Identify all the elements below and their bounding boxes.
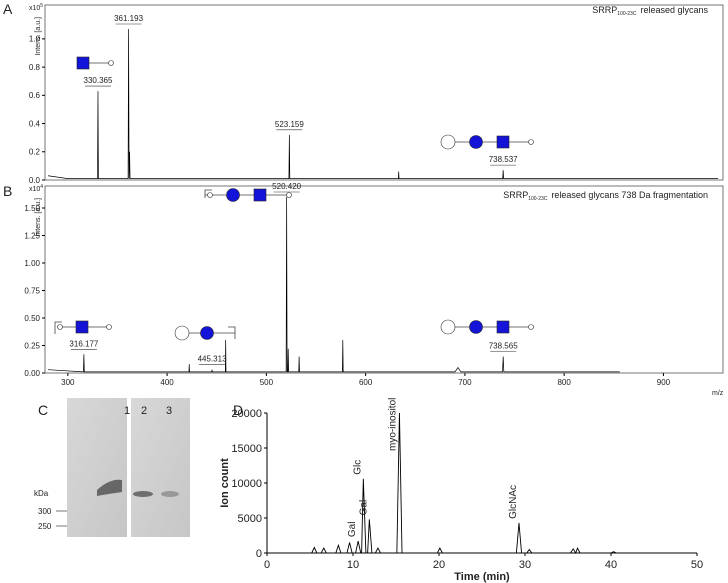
panel-label: B — [3, 183, 12, 199]
y-tick-label: 0.8 — [29, 63, 41, 72]
x-tick-label: 30 — [519, 559, 531, 571]
x-tick-label: 50 — [691, 559, 703, 571]
peak-label: 316.177 — [69, 339, 98, 348]
lane-label: 2 — [141, 405, 147, 417]
unit-label: kDa — [34, 489, 49, 498]
glycan-symbol — [440, 319, 534, 335]
y-tick-label: 1.50 — [24, 204, 40, 213]
y-tick-label: 5000 — [238, 513, 262, 525]
y-tick-label: 0.6 — [29, 91, 41, 100]
x-tick-label: 40 — [605, 559, 617, 571]
y-tick-label: 0.50 — [24, 314, 40, 323]
x-tick-label: 900 — [657, 378, 671, 387]
y-tick-label: 0.4 — [29, 119, 41, 128]
title-rest: released glycans — [640, 5, 708, 15]
x-tick-label: 800 — [557, 378, 571, 387]
y-tick-label: 20000 — [231, 408, 262, 420]
y-multiplier-exp: 5 — [40, 3, 43, 9]
y-multiplier: x104 — [29, 184, 43, 193]
title-subscript: 100-23C — [617, 11, 637, 17]
lane-label: 1 — [124, 405, 130, 417]
peak-annotation: myo-inositol — [387, 398, 398, 451]
y-multiplier: x105 — [29, 3, 43, 12]
title-rest: released glycans 738 Da fragmentation — [551, 190, 708, 200]
plot-frame — [44, 4, 724, 181]
title-main: SRRP — [503, 190, 528, 200]
x-tick-label: 400 — [160, 378, 174, 387]
x-tick-label: 0 — [264, 559, 270, 571]
y-tick-label: 0.00 — [24, 369, 40, 378]
peak-label: 330.365 — [84, 76, 113, 85]
marker-label: 250 — [38, 522, 52, 531]
gel-image — [56, 398, 190, 537]
panel-label: A — [3, 1, 13, 17]
plot-frame — [44, 185, 724, 374]
glycan-symbol — [76, 56, 114, 70]
peak-label: 445.313 — [198, 355, 227, 364]
peak-label: 738.565 — [489, 342, 518, 351]
peak-label: 738.537 — [489, 155, 518, 164]
glycan-symbol — [440, 134, 534, 150]
x-tick-label: 20 — [433, 559, 445, 571]
x-axis-label: Time (min) — [454, 571, 510, 583]
y-tick-label: 1.0 — [29, 35, 41, 44]
y-axis-label: Intens. [a.u.] — [35, 17, 42, 56]
glycan-symbol — [174, 325, 236, 341]
x-tick-label: 600 — [359, 378, 373, 387]
y-tick-label: 0.25 — [24, 341, 40, 350]
y-tick-label: 0.0 — [29, 176, 41, 185]
y-multiplier-exp: 4 — [40, 184, 43, 190]
peak-label: 523.159 — [275, 120, 304, 129]
y-multiplier-base: x10 — [29, 186, 40, 193]
x-tick-label: 700 — [458, 378, 472, 387]
y-tick-label: 0.2 — [29, 148, 41, 157]
trace — [267, 412, 697, 555]
y-tick-label: 1.00 — [24, 259, 40, 268]
x-axis-label: m/z — [712, 390, 724, 397]
marker-label: 300 — [38, 507, 52, 516]
y-tick-label: 0.75 — [24, 286, 40, 295]
y-axis-label: Intens. [a.u.] — [35, 198, 42, 237]
chart-title: SRRP100-23C released glycans — [592, 5, 708, 17]
y-tick-label: 10000 — [231, 478, 262, 490]
peak-annotation: GlcNAc — [508, 485, 519, 519]
title-main: SRRP — [592, 5, 617, 15]
y-axis-label: Ion count — [219, 458, 231, 508]
glycan-symbol — [204, 188, 292, 202]
panel-label: D — [233, 402, 243, 418]
x-tick-label: 300 — [61, 378, 75, 387]
peak-label: 361.193 — [114, 14, 143, 23]
chart-title: SRRP100-23C released glycans 738 Da fragm… — [503, 190, 708, 202]
peak-annotation: Glc — [352, 460, 363, 475]
glycan-symbol — [54, 320, 112, 334]
x-tick-label: 10 — [347, 559, 359, 571]
y-tick-label: 0 — [256, 548, 262, 560]
y-tick-label: 15000 — [231, 443, 262, 455]
x-tick-label: 500 — [260, 378, 274, 387]
title-subscript: 100-23C — [528, 196, 548, 202]
y-tick-label: 1.25 — [24, 231, 40, 240]
trace — [47, 28, 719, 179]
lane-label: 3 — [166, 405, 172, 417]
y-multiplier-base: x10 — [29, 5, 40, 12]
peak-annotation: Gal — [347, 522, 358, 538]
peak-label: 520.420 — [272, 182, 301, 191]
peak-annotation: Gal — [358, 500, 369, 516]
panel-label: C — [38, 402, 48, 418]
trace — [47, 196, 620, 373]
